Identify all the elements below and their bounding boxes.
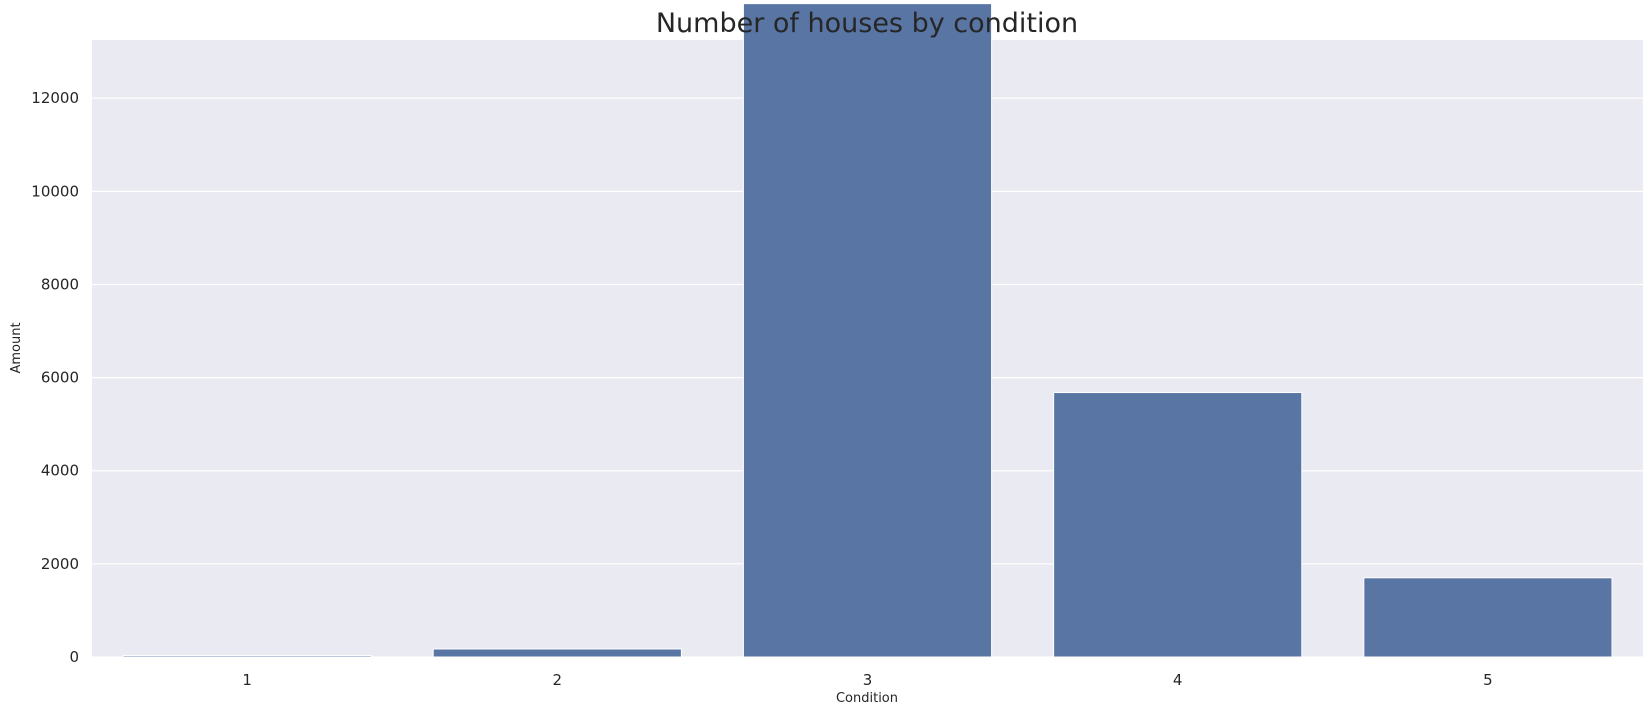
y-tick-label: 0 xyxy=(69,648,79,666)
x-tick-label: 3 xyxy=(863,671,873,689)
x-tick-label: 4 xyxy=(1173,671,1183,689)
bar-condition-5 xyxy=(1363,577,1613,658)
y-tick-label: 10000 xyxy=(31,182,79,200)
y-tick-label: 8000 xyxy=(41,275,79,293)
y-tick-labels: 0 2000 4000 6000 8000 10000 12000 xyxy=(31,89,79,666)
chart-title: Number of houses by condition xyxy=(656,8,1078,39)
x-tick-label: 5 xyxy=(1483,671,1493,689)
bars xyxy=(122,3,1613,658)
bar-condition-1 xyxy=(122,655,372,658)
bar-condition-4 xyxy=(1053,392,1303,658)
x-tick-label: 1 xyxy=(242,671,252,689)
bar-condition-2 xyxy=(432,648,682,658)
x-tick-labels: 1 2 3 4 5 xyxy=(242,671,1492,689)
y-tick-label: 12000 xyxy=(31,89,79,107)
x-axis-label: Condition xyxy=(836,691,898,706)
y-tick-label: 4000 xyxy=(41,462,79,480)
y-axis-label: Amount xyxy=(9,322,24,373)
bar-condition-3 xyxy=(742,3,993,658)
y-tick-label: 2000 xyxy=(41,555,79,573)
y-tick-label: 6000 xyxy=(41,369,79,387)
x-tick-label: 2 xyxy=(553,671,563,689)
